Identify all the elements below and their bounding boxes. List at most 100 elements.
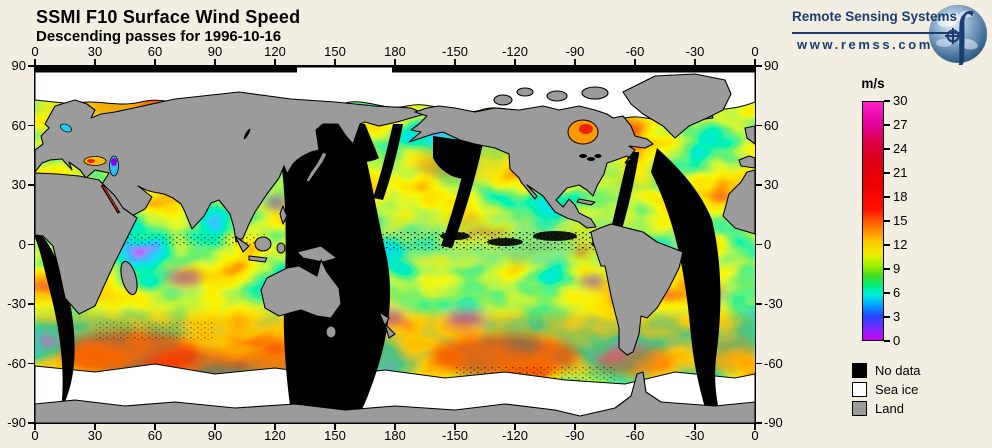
lat-tick-right [756,243,762,246]
lat-tick-right [756,184,762,186]
lon-tick-top [214,59,216,65]
land-new-zealand [378,311,390,327]
legend-label: No data [875,363,921,378]
no-data-swath-gaps [35,120,723,423]
colorbar-tick-label: 12 [893,237,908,252]
lon-label-bottom: 90 [207,428,223,443]
colorbar-tick [884,148,890,150]
inland-water [60,119,602,214]
great-lakes [594,154,602,158]
lon-label-top: 0 [31,44,39,59]
lon-tick-top [694,59,696,65]
lon-tick-bottom [154,424,156,430]
brand-url-link[interactable]: www.remss.com [797,37,933,52]
land-arctic-island [516,87,534,97]
lat-label-left: -30 [7,296,26,311]
lat-label-left: 30 [11,177,26,192]
baltic-sea [60,123,72,133]
colorbar-tick-label: 18 [893,189,908,204]
colorbar-tick-label: 6 [893,285,901,300]
lon-label-bottom: 120 [264,428,286,443]
legend-swatch [852,363,867,378]
lat-label-right: 60 [764,117,779,133]
hudson-bay-high-wind [579,124,593,134]
lon-label-top: 120 [264,44,286,59]
brand-name: Remote Sensing Systems [792,9,958,24]
land-java [248,255,268,263]
earth-logo-icon: ∫ [928,3,988,65]
lat-label-right: 0 [764,236,772,252]
colorbar-tick-label: 24 [893,141,908,156]
lon-label-bottom: -90 [565,428,585,443]
lon-tick-bottom [214,424,216,430]
colorbar-tick-label: 0 [893,333,901,348]
lon-tick-bottom [34,424,36,430]
legend-item: Sea ice [852,380,921,399]
legend-label: Sea ice [875,382,919,397]
land-philippines [279,205,288,225]
great-lakes [587,157,595,161]
lon-label-bottom: -120 [501,428,529,443]
legend-item: Land [852,399,921,418]
lon-tick-top [334,59,336,65]
lat-tick-left [28,184,34,186]
colorbar-tick [884,172,890,174]
lat-label-left: -90 [7,415,26,430]
lon-label-bottom: 60 [147,428,163,443]
colorbar-tick [884,100,890,102]
lon-tick-top [94,59,96,65]
legend-item: No data [852,361,921,380]
lon-label-top: -120 [501,44,529,59]
lon-tick-top [634,59,636,65]
lon-tick-bottom [694,424,696,430]
lat-label-left: 0 [18,236,26,252]
lon-label-top: 30 [87,44,103,59]
lon-label-bottom: 0 [751,428,759,443]
land-africa-west-fragment [722,169,755,235]
land-new-guinea [296,245,338,263]
colorbar-tick-label: 30 [893,93,908,108]
page-title: SSMI F10 Surface Wind Speed [36,7,301,27]
colorbar-tick [884,292,890,294]
lon-label-top: 60 [147,44,163,59]
lat-label-left: 90 [11,58,26,73]
lat-tick-right [756,124,762,127]
lon-label-bottom: -150 [441,428,469,443]
lat-label-right: -30 [764,296,783,311]
lat-tick-right [756,65,762,67]
lat-label-right: 30 [764,177,779,192]
colorbar-tick [884,196,890,198]
lat-tick-left [28,124,34,127]
lon-label-top: 180 [384,44,406,59]
colorbar-tick [884,220,890,222]
lat-tick-left [28,303,34,305]
lon-tick-top [514,59,516,65]
legend-label: Land [875,401,904,416]
land-eurasia [35,91,426,243]
land-madagascar [120,260,138,296]
lat-tick-right [756,422,762,424]
lon-tick-top [34,59,36,65]
colorbar-tick [884,268,890,270]
lon-tick-bottom [334,424,336,430]
lon-tick-bottom [394,424,396,430]
lon-tick-bottom [514,424,516,430]
polar-no-data-strip [35,66,755,73]
lon-tick-bottom [454,424,456,430]
legend-swatch [852,401,867,416]
lon-tick-top [394,59,396,65]
lon-label-bottom: -60 [625,428,645,443]
lat-tick-left [28,362,34,365]
land-africa [35,172,138,315]
land-arctic-island [581,86,609,100]
lat-label-right: 90 [764,58,779,73]
lon-tick-bottom [634,424,636,430]
lon-label-top: 90 [207,44,223,59]
lon-tick-bottom [574,424,576,430]
lat-tick-right [756,303,762,305]
great-lakes [579,154,587,158]
lon-label-bottom: -30 [685,428,705,443]
land-iberia-fragment [738,155,755,169]
land-cuba [576,198,596,206]
